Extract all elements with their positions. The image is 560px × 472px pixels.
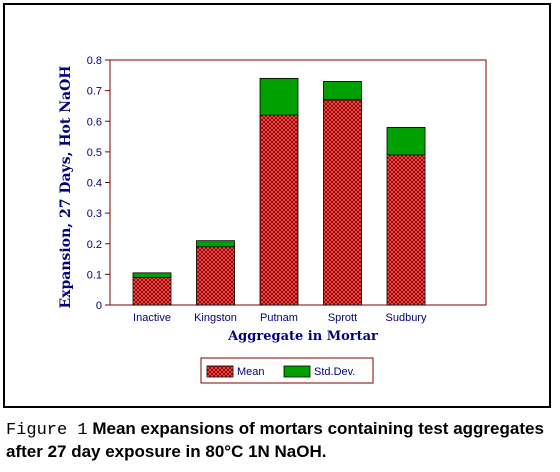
bar-mean-kingston <box>196 246 235 306</box>
y-tick-label: 0.5 <box>87 147 102 159</box>
y-tick-label: 0.7 <box>87 86 102 98</box>
legend-label-std: Std.Dev. <box>314 366 355 378</box>
y-tick-label: 0.6 <box>87 116 102 128</box>
x-tick-label: Kingston <box>194 312 237 324</box>
y-tick-label: 0 <box>96 300 102 312</box>
bar-mean-putnam <box>259 114 299 306</box>
plot-area: 0 0.1 0.2 0.3 0.4 0.5 0.6 0.7 0.8 Inactive Kingsto… <box>87 55 487 324</box>
y-tick-label: 0.2 <box>87 239 102 251</box>
legend-swatch-std <box>283 365 311 378</box>
chart-frame: 0 0.1 0.2 0.3 0.4 0.5 0.6 0.7 0.8 Inactive Kingsto… <box>3 3 551 408</box>
figure-label: Figure 1 <box>6 421 88 440</box>
bar-chart: 0 0.1 0.2 0.3 0.4 0.5 0.6 0.7 0.8 Inactive Kingsto… <box>58 55 487 384</box>
x-tick-label: Sprott <box>328 312 357 324</box>
x-axis-label: Aggregate in Mortar <box>227 329 378 344</box>
bar-std-inactive <box>132 272 172 278</box>
bar-std-putnam <box>259 77 299 116</box>
legend-swatch-mean <box>206 365 234 378</box>
legend: Mean Std.Dev. <box>200 357 374 384</box>
x-tick-label: Putnam <box>260 312 298 324</box>
bar-mean-inactive <box>132 277 172 306</box>
bar-std-kingston <box>196 240 235 248</box>
caption-text: Mean expansions of mortars containing te… <box>6 419 544 461</box>
figure-caption: Figure 1 Mean expansions of mortars cont… <box>6 418 554 462</box>
y-tick-label: 0.1 <box>87 269 102 281</box>
legend-label-mean: Mean <box>237 366 265 378</box>
y-tick-label: 0.3 <box>87 208 102 220</box>
bar-mean-sudbury <box>386 154 426 306</box>
x-tick-label: Inactive <box>133 312 171 324</box>
x-tick-label: Sudbury <box>386 312 427 324</box>
y-tick-label: 0.4 <box>87 178 102 190</box>
y-tick-label: 0.8 <box>87 55 102 67</box>
bar-std-sprott <box>323 81 362 101</box>
bar-std-sudbury <box>386 126 426 156</box>
y-axis-label: Expansion, 27 Days, Hot NaOH <box>58 65 74 308</box>
bar-mean-sprott <box>323 99 362 306</box>
